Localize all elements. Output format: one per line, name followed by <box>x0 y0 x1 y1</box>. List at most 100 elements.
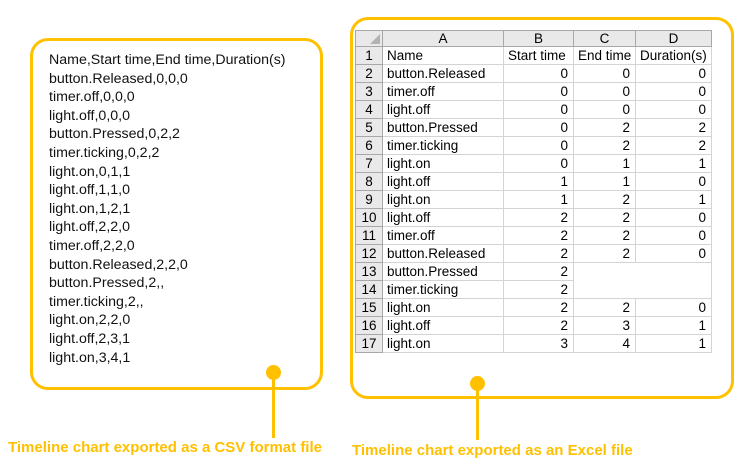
cell[interactable]: light.on <box>382 334 504 353</box>
csv-line: timer.off,2,2,0 <box>49 237 135 254</box>
cell[interactable]: 0 <box>503 100 574 119</box>
cell[interactable]: 0 <box>503 64 574 83</box>
sheet-row: 16 light.off 2 3 1 <box>355 316 712 335</box>
cell[interactable]: 2 <box>635 136 712 155</box>
column-header-b[interactable]: B <box>503 30 574 47</box>
cell[interactable]: Start time <box>503 46 574 65</box>
cell[interactable]: 3 <box>573 316 636 335</box>
cell[interactable]: 2 <box>503 298 574 317</box>
cell[interactable]: button.Released <box>382 244 504 263</box>
cell[interactable]: 0 <box>573 100 636 119</box>
column-header-d[interactable]: D <box>635 30 712 47</box>
cell[interactable] <box>574 263 636 281</box>
cell[interactable]: Duration(s) <box>635 46 712 65</box>
cell[interactable]: 0 <box>635 172 712 191</box>
cell[interactable]: light.on <box>382 298 504 317</box>
cell[interactable]: End time <box>573 46 636 65</box>
csv-line: light.on,0,1,1 <box>49 163 131 180</box>
cell[interactable]: 2 <box>503 280 574 299</box>
cell[interactable]: 2 <box>573 136 636 155</box>
cell[interactable]: 1 <box>573 172 636 191</box>
cell[interactable]: timer.off <box>382 82 504 101</box>
cell[interactable]: 0 <box>503 118 574 137</box>
cell[interactable]: Name <box>382 46 504 65</box>
cell[interactable]: timer.ticking <box>382 280 504 299</box>
cell[interactable]: 2 <box>573 298 636 317</box>
cell[interactable] <box>635 262 712 281</box>
cell[interactable]: 0 <box>503 82 574 101</box>
cell[interactable]: 0 <box>635 244 712 263</box>
cell[interactable]: 4 <box>573 334 636 353</box>
row-header-17[interactable]: 17 <box>355 334 383 353</box>
sheet-row: 11 timer.off 2 2 0 <box>355 226 712 245</box>
cell[interactable] <box>635 280 712 299</box>
cell[interactable]: button.Pressed <box>382 262 504 281</box>
cell[interactable]: 2 <box>503 316 574 335</box>
cell[interactable]: 0 <box>635 298 712 317</box>
cell[interactable]: 2 <box>573 226 636 245</box>
row-header-2[interactable]: 2 <box>355 64 383 83</box>
cell[interactable]: 1 <box>503 190 574 209</box>
cell[interactable]: light.off <box>382 208 504 227</box>
cell[interactable]: 0 <box>635 64 712 83</box>
row-header-4[interactable]: 4 <box>355 100 383 119</box>
sheet-body: 1 Name Start time End time Duration(s) 2 butto… <box>355 46 712 353</box>
column-header-a[interactable]: A <box>382 30 504 47</box>
cell[interactable]: 0 <box>503 154 574 173</box>
row-header-15[interactable]: 15 <box>355 298 383 317</box>
cell[interactable]: 1 <box>635 334 712 353</box>
cell[interactable]: 1 <box>635 190 712 209</box>
cell[interactable]: 1 <box>635 154 712 173</box>
column-header-c[interactable]: C <box>573 30 636 47</box>
cell[interactable]: 1 <box>573 154 636 173</box>
cell[interactable]: light.off <box>382 172 504 191</box>
row-header-16[interactable]: 16 <box>355 316 383 335</box>
cell[interactable]: light.on <box>382 190 504 209</box>
cell[interactable]: 2 <box>503 226 574 245</box>
cell[interactable]: 3 <box>503 334 574 353</box>
csv-line: button.Released,2,2,0 <box>49 256 188 273</box>
cell[interactable]: 1 <box>503 172 574 191</box>
cell[interactable]: 2 <box>573 190 636 209</box>
row-header-9[interactable]: 9 <box>355 190 383 209</box>
row-header-11[interactable]: 11 <box>355 226 383 245</box>
cell[interactable]: 2 <box>573 208 636 227</box>
cell[interactable]: 0 <box>573 64 636 83</box>
cell[interactable]: timer.ticking <box>382 136 504 155</box>
csv-line: light.off,0,0,0 <box>49 107 130 124</box>
cell[interactable]: button.Pressed <box>382 118 504 137</box>
cell[interactable] <box>573 280 636 299</box>
cell[interactable]: 1 <box>635 316 712 335</box>
row-header-12[interactable]: 12 <box>355 244 383 263</box>
row-header-13[interactable]: 13 <box>355 262 383 281</box>
row-header-6[interactable]: 6 <box>355 136 383 155</box>
select-all-corner[interactable] <box>355 30 383 47</box>
cell[interactable]: timer.off <box>382 226 504 245</box>
cell[interactable]: light.off <box>382 316 504 335</box>
cell[interactable]: 0 <box>635 208 712 227</box>
cell[interactable]: button.Released <box>382 64 504 83</box>
cell[interactable]: 0 <box>635 226 712 245</box>
row-header-1[interactable]: 1 <box>355 46 383 65</box>
sheet-row: 15 light.on 2 2 0 <box>355 298 712 317</box>
cell[interactable]: 2 <box>573 244 636 263</box>
row-header-10[interactable]: 10 <box>355 208 383 227</box>
cell[interactable]: 2 <box>503 262 574 281</box>
cell[interactable]: 2 <box>503 244 574 263</box>
sheet-row: 9 light.on 1 2 1 <box>355 190 712 209</box>
cell[interactable]: 2 <box>573 118 636 137</box>
cell[interactable]: light.off <box>382 100 504 119</box>
row-header-8[interactable]: 8 <box>355 172 383 191</box>
row-header-14[interactable]: 14 <box>355 280 383 299</box>
row-header-5[interactable]: 5 <box>355 118 383 137</box>
row-header-3[interactable]: 3 <box>355 82 383 101</box>
row-header-7[interactable]: 7 <box>355 154 383 173</box>
cell[interactable]: 0 <box>635 82 712 101</box>
cell[interactable]: light.on <box>382 154 504 173</box>
cell[interactable]: 2 <box>503 208 574 227</box>
cell[interactable]: 2 <box>635 118 712 137</box>
cell[interactable]: 0 <box>573 82 636 101</box>
cell[interactable]: 0 <box>635 100 712 119</box>
sheet-row: 13 button.Pressed 2 <box>355 262 712 281</box>
cell[interactable]: 0 <box>503 136 574 155</box>
